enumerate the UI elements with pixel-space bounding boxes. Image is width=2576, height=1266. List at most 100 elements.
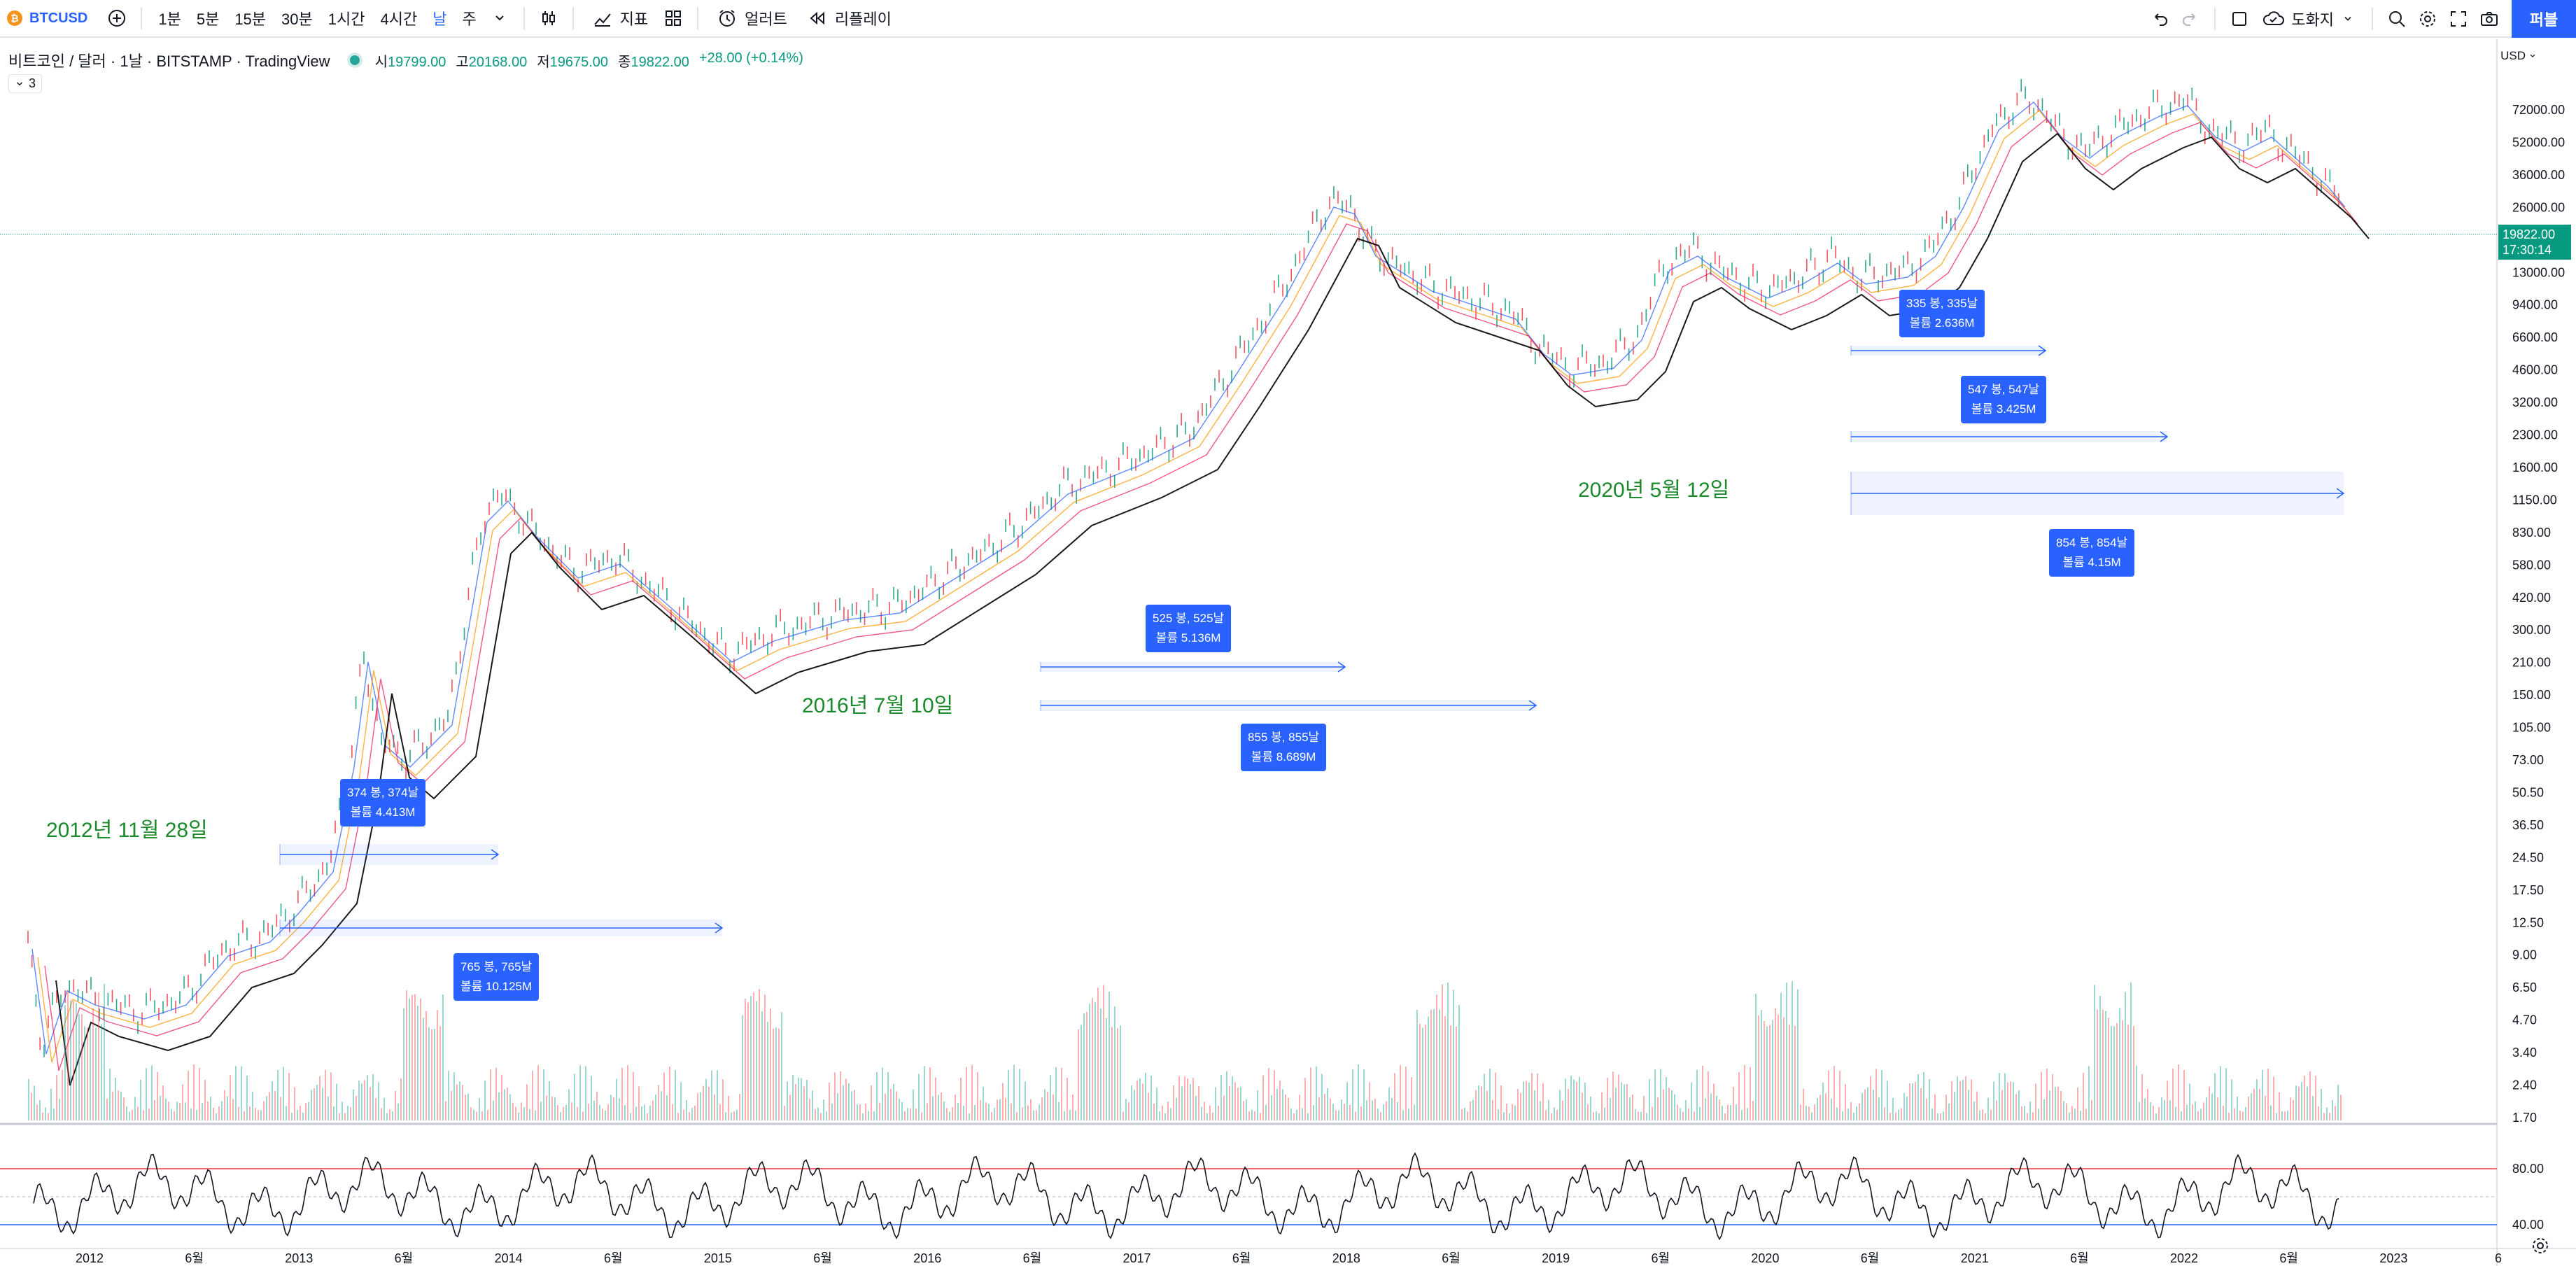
price-axis-label: 1600.00 xyxy=(2512,460,2558,474)
measure-callout[interactable]: 854 봉, 854날 볼륨 4.15M xyxy=(2049,529,2135,577)
volume-bar xyxy=(2318,1106,2319,1120)
volume-bar xyxy=(859,1104,861,1120)
volume-bar xyxy=(1058,1102,1060,1120)
search-button[interactable] xyxy=(2381,3,2412,34)
volume-bar xyxy=(507,1088,508,1120)
volume-bar xyxy=(1663,1089,1664,1120)
volume-bar xyxy=(176,1102,178,1120)
price-axis-label: 300.00 xyxy=(2512,623,2551,637)
price-axis-label: 2300.00 xyxy=(2512,428,2558,442)
volume-bar xyxy=(1013,1064,1015,1120)
save-layout-button[interactable]: 도화지 xyxy=(2255,3,2363,34)
layout-select-button[interactable] xyxy=(2224,3,2255,34)
volume-bar xyxy=(2035,1083,2036,1120)
volume-bar xyxy=(1509,1113,1510,1120)
volume-bar xyxy=(123,1097,125,1120)
publish-button[interactable]: 퍼블 xyxy=(2512,0,2576,38)
volume-bar xyxy=(1688,1108,1689,1120)
volume-bar xyxy=(2108,1018,2109,1120)
volume-bar xyxy=(515,1106,516,1120)
volume-bar xyxy=(509,1094,511,1120)
volume-bar xyxy=(705,1078,707,1120)
measure-callout[interactable]: 855 봉, 855날 볼륨 8.689M xyxy=(1241,724,1327,771)
volume-bar xyxy=(1265,1104,1267,1120)
measure-callout[interactable]: 525 봉, 525날 볼륨 5.136M xyxy=(1146,605,1232,652)
volume-bar xyxy=(1582,1092,1583,1120)
volume-bar xyxy=(2298,1086,2300,1120)
time-axis-label: 6월 xyxy=(1442,1251,1461,1265)
volume-bar xyxy=(806,1079,808,1120)
interval-1m[interactable]: 1분 xyxy=(158,10,181,28)
time-axis-label: 6월 xyxy=(395,1251,414,1265)
volume-bar xyxy=(1903,1092,1905,1120)
volume-bar xyxy=(602,1109,603,1120)
cloud-check-icon xyxy=(2263,11,2285,25)
volume-bar xyxy=(361,1083,363,1120)
symbol-title[interactable]: 비트코인 / 달러 · 1날 · BITSTAMP · TradingView xyxy=(8,52,330,70)
volume-bar xyxy=(1593,1112,1594,1120)
volume-bar xyxy=(358,1080,360,1120)
replay-button[interactable]: 리플레이 xyxy=(797,3,901,34)
volume-bar xyxy=(1025,1081,1026,1120)
compare-add-button[interactable] xyxy=(101,3,132,34)
volume-bar xyxy=(442,994,444,1120)
interval-4h[interactable]: 4시간 xyxy=(380,10,418,28)
volume-bar xyxy=(1083,1013,1085,1120)
volume-bar xyxy=(2091,1099,2092,1120)
interval-1w[interactable]: 주 xyxy=(462,10,477,28)
gear-icon[interactable] xyxy=(2530,1235,2551,1256)
volume-bar xyxy=(795,1084,796,1120)
templates-button[interactable] xyxy=(658,3,689,34)
measure-callout[interactable]: 335 봉, 335날 볼륨 2.636M xyxy=(1899,290,1985,337)
volume-bar xyxy=(711,1070,712,1120)
interval-30m[interactable]: 30분 xyxy=(281,10,313,28)
indicators-button[interactable]: 지표 xyxy=(582,3,658,34)
chart-type-button[interactable] xyxy=(533,3,564,34)
volume-bar xyxy=(1699,1106,1701,1120)
volume-bar xyxy=(2088,1066,2090,1120)
volume-bar xyxy=(154,1100,155,1120)
bar-countdown: 17:30:14 xyxy=(2503,242,2552,257)
volume-bar xyxy=(2150,1102,2151,1120)
time-axis-label: 6월 xyxy=(813,1251,832,1265)
volume-bar xyxy=(1624,1084,1625,1120)
interval-1h[interactable]: 1시간 xyxy=(328,10,365,28)
measure-callout[interactable]: 547 봉, 547날 볼륨 3.425M xyxy=(1961,376,2047,423)
volume-bar xyxy=(437,1010,438,1120)
indicators-collapse-button[interactable]: 3 xyxy=(8,74,43,93)
volume-bar xyxy=(2273,1076,2274,1120)
volume-bar xyxy=(1408,1108,1409,1120)
chart-canvas[interactable]: 72000.00 52000.00 36000.00 26000.00 13000.00… xyxy=(0,39,2576,1266)
redo-button[interactable] xyxy=(2175,3,2206,34)
volume-bar xyxy=(375,1098,376,1120)
measure-callout[interactable]: 374 봉, 374날 볼륨 4.413M xyxy=(340,779,426,827)
price-axis-label: 6.50 xyxy=(2512,980,2537,994)
measure-callout[interactable]: 765 봉, 765날 볼륨 10.125M xyxy=(453,953,540,1001)
volume-bar xyxy=(1288,1097,1289,1120)
snapshot-button[interactable] xyxy=(2474,3,2505,34)
volume-bar xyxy=(2077,1087,2078,1120)
interval-15m[interactable]: 15분 xyxy=(234,10,267,28)
interval-1d[interactable]: 날 xyxy=(432,10,447,28)
interval-dropdown-button[interactable] xyxy=(484,3,515,34)
volume-bar xyxy=(1128,1102,1129,1120)
alerts-button[interactable]: 얼러트 xyxy=(707,3,797,34)
market-status-icon[interactable] xyxy=(349,55,360,65)
volume-bar xyxy=(896,1091,897,1120)
fullscreen-button[interactable] xyxy=(2443,3,2474,34)
volume-bar xyxy=(551,1096,553,1120)
currency-select[interactable]: USD xyxy=(2500,49,2537,63)
interval-5m[interactable]: 5분 xyxy=(196,10,220,28)
volume-bar xyxy=(252,1091,253,1120)
volume-bar xyxy=(1722,1106,1723,1120)
volume-bar xyxy=(1982,1109,1983,1120)
undo-button[interactable] xyxy=(2144,3,2175,34)
volume-bar xyxy=(1310,1067,1311,1120)
toolbar-right: 도화지 퍼블 xyxy=(2144,0,2576,38)
volume-bar xyxy=(512,1102,514,1120)
settings-button[interactable] xyxy=(2412,3,2443,34)
symbol-search-button[interactable]: ₿ BTCUSD xyxy=(0,0,101,37)
volume-bar xyxy=(949,1111,950,1120)
volume-bar xyxy=(1262,1075,1264,1120)
volume-bar xyxy=(1929,1078,1930,1120)
